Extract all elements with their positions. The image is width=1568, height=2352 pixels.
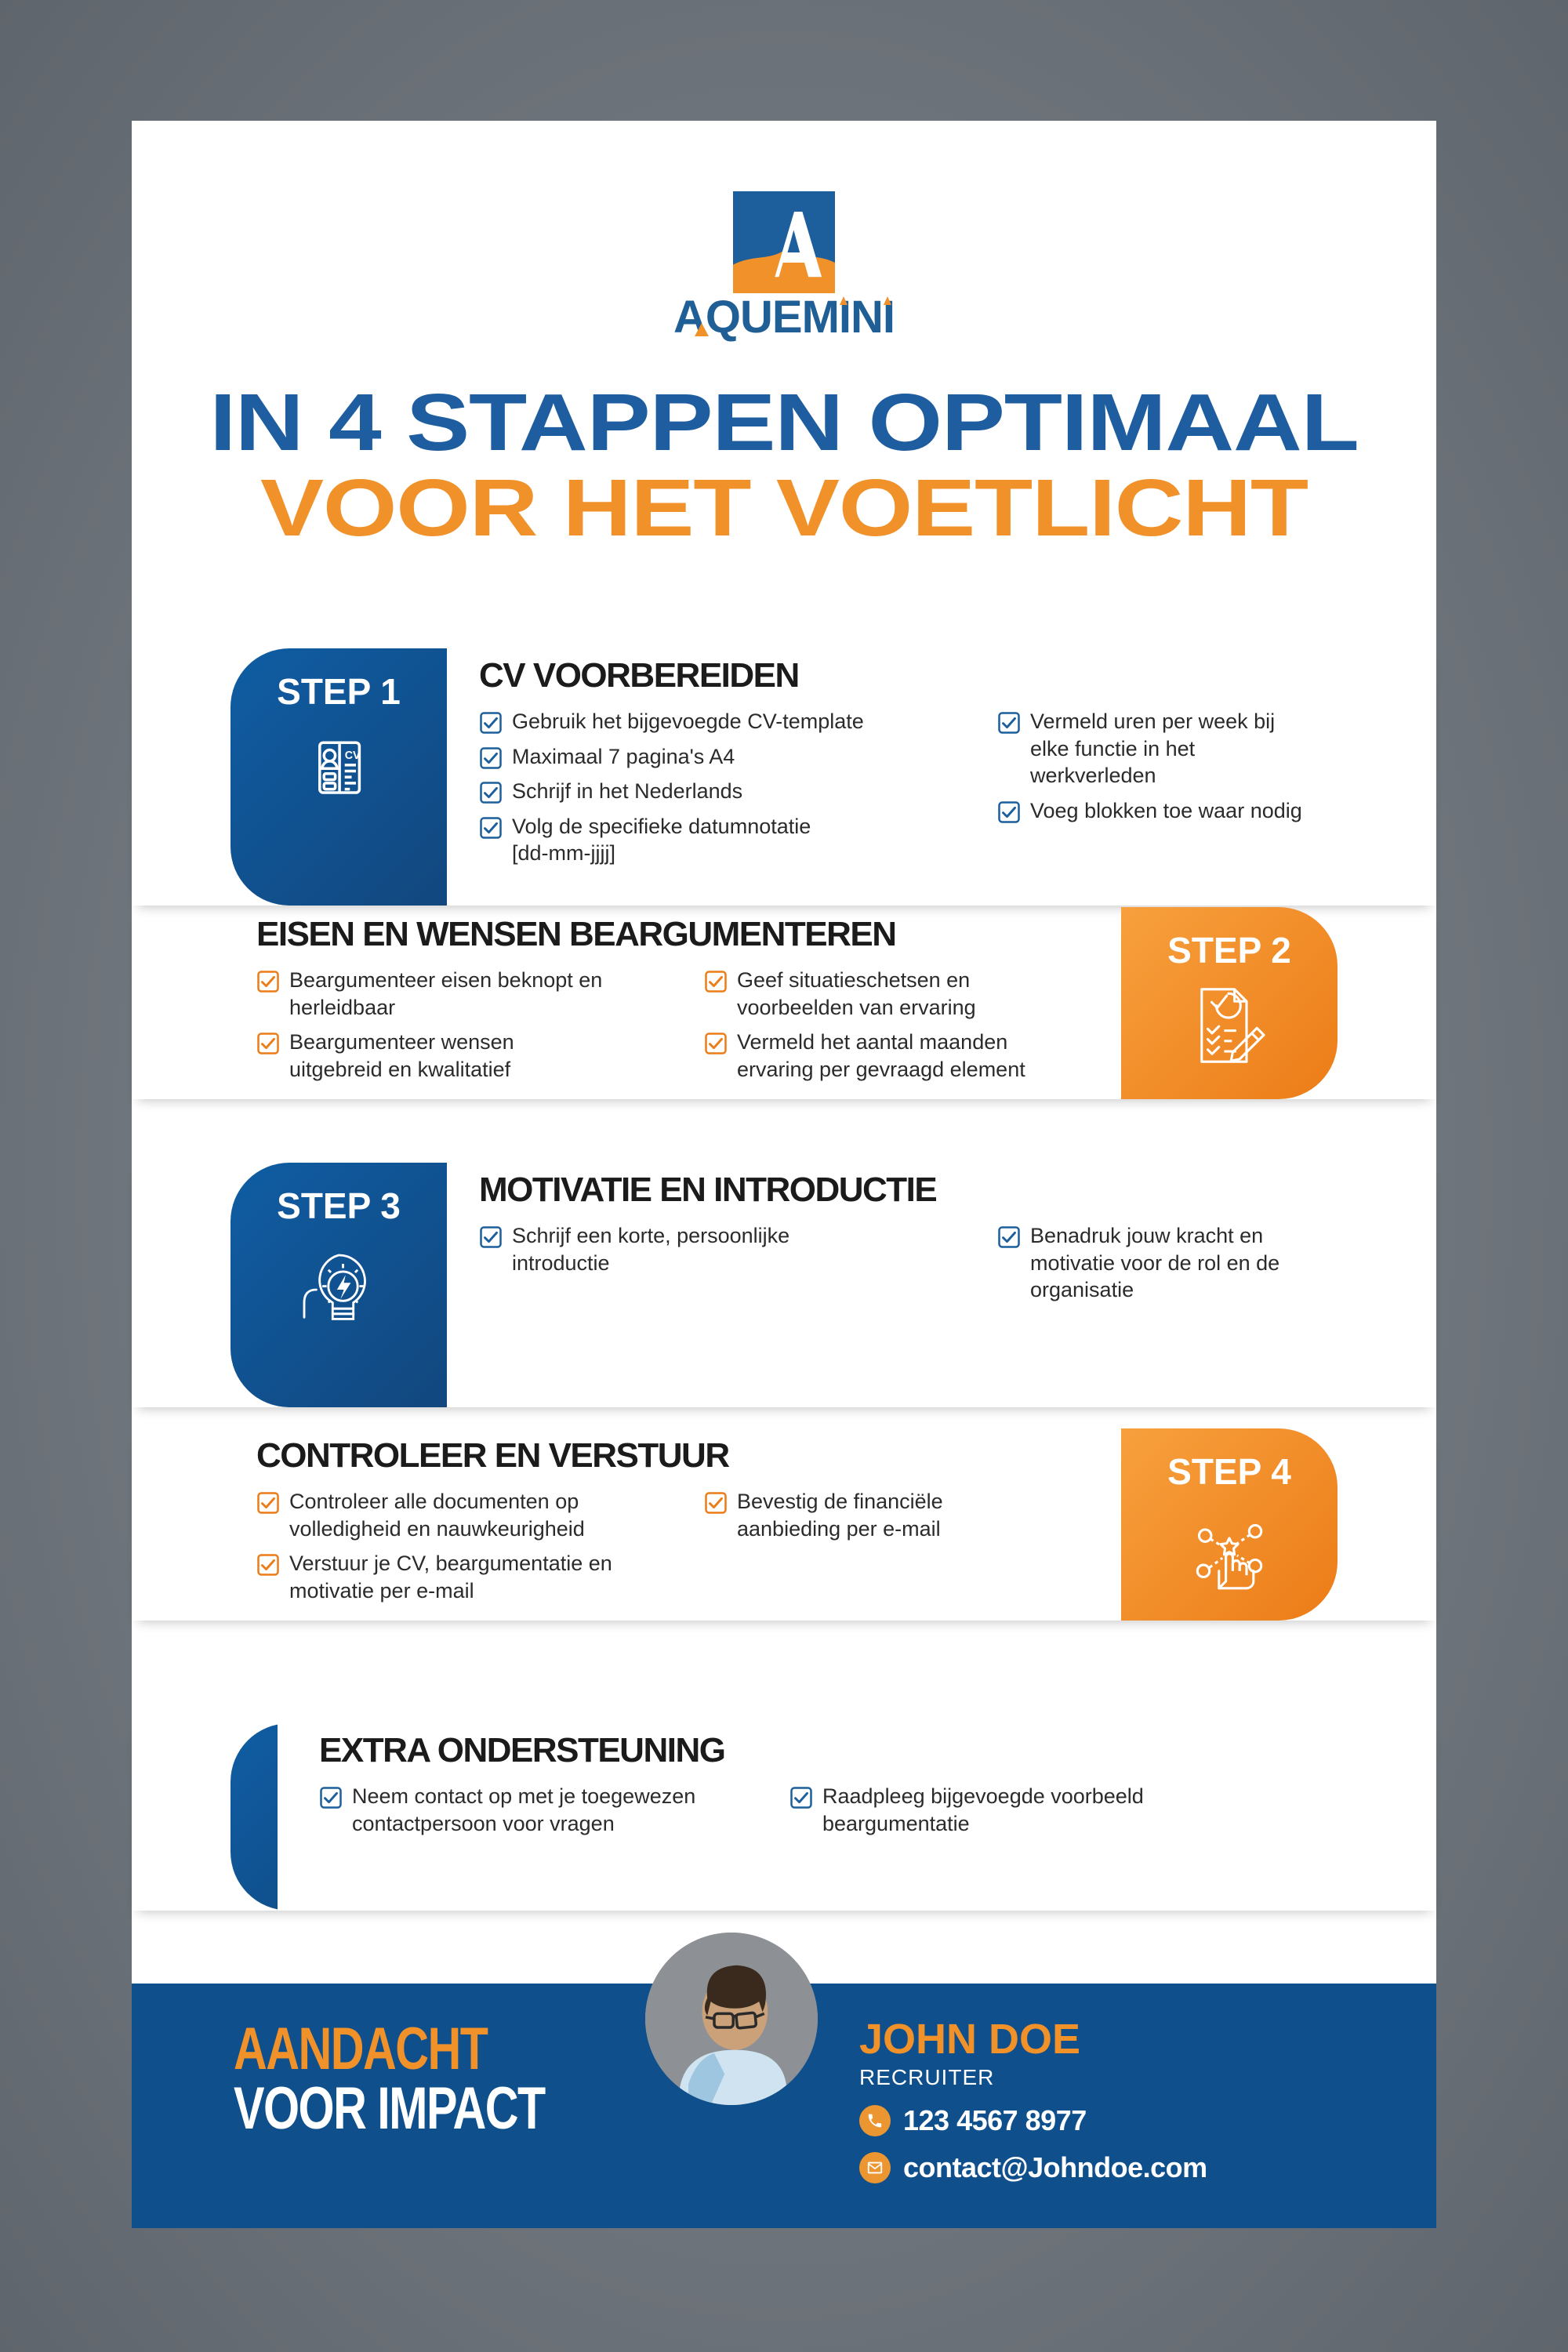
svg-text:CV: CV bbox=[345, 750, 361, 762]
